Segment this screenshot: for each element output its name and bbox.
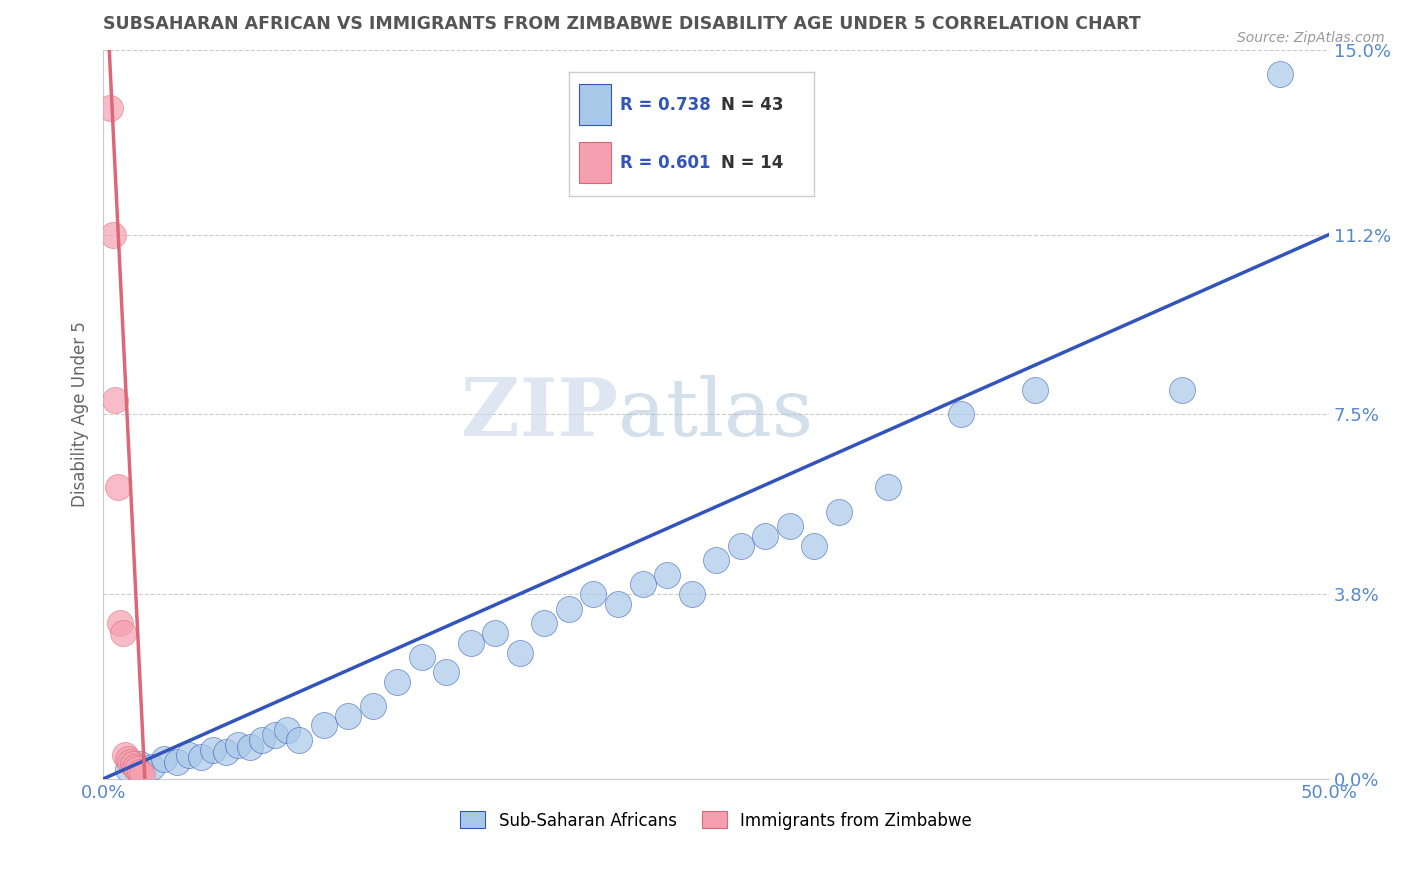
Point xyxy=(117,762,139,776)
Text: SUBSAHARAN AFRICAN VS IMMIGRANTS FROM ZIMBABWE DISABILITY AGE UNDER 5 CORRELATIO: SUBSAHARAN AFRICAN VS IMMIGRANTS FROM ZI… xyxy=(103,15,1140,33)
Point xyxy=(950,408,973,422)
Point xyxy=(803,539,825,553)
Text: atlas: atlas xyxy=(619,376,813,453)
Point xyxy=(190,750,212,764)
Point xyxy=(460,636,482,650)
Text: ZIP: ZIP xyxy=(461,376,619,453)
Point xyxy=(582,164,605,178)
Point xyxy=(1268,67,1291,81)
Point xyxy=(655,567,678,582)
Point xyxy=(411,650,433,665)
Point xyxy=(100,101,122,115)
Point xyxy=(226,738,249,752)
Point xyxy=(558,602,581,616)
Point xyxy=(827,505,849,519)
Point xyxy=(114,747,136,762)
Point xyxy=(166,755,188,769)
Legend: Sub-Saharan Africans, Immigrants from Zimbabwe: Sub-Saharan Africans, Immigrants from Zi… xyxy=(454,805,979,836)
Point xyxy=(131,767,153,781)
Text: Source: ZipAtlas.com: Source: ZipAtlas.com xyxy=(1237,31,1385,45)
Point xyxy=(288,733,311,747)
Point xyxy=(484,626,506,640)
Point xyxy=(681,587,703,601)
Point xyxy=(239,740,262,755)
Point xyxy=(127,762,149,776)
Point xyxy=(129,764,152,779)
Point xyxy=(779,519,801,533)
Point xyxy=(337,708,360,723)
Point xyxy=(124,760,146,774)
Point xyxy=(312,718,335,732)
Point xyxy=(361,698,384,713)
Point xyxy=(252,733,274,747)
Point xyxy=(387,674,409,689)
Point xyxy=(1171,383,1194,397)
Point xyxy=(117,752,139,766)
Point xyxy=(1024,383,1046,397)
Point xyxy=(276,723,298,738)
Point xyxy=(101,227,124,242)
Point xyxy=(177,747,200,762)
Point xyxy=(876,480,898,494)
Point xyxy=(202,743,225,757)
Point xyxy=(215,745,238,759)
Point xyxy=(141,760,163,774)
Point xyxy=(434,665,457,679)
Point xyxy=(754,529,776,543)
Point xyxy=(104,392,127,407)
Point xyxy=(110,616,132,631)
Point xyxy=(107,480,129,494)
Point xyxy=(129,757,152,772)
Point xyxy=(631,577,654,591)
Point xyxy=(730,539,752,553)
Point xyxy=(533,616,555,631)
Y-axis label: Disability Age Under 5: Disability Age Under 5 xyxy=(72,321,89,508)
Point xyxy=(111,626,134,640)
Point xyxy=(120,755,142,769)
Point xyxy=(153,752,176,766)
Point xyxy=(582,587,605,601)
Point xyxy=(121,757,143,772)
Point xyxy=(607,597,630,611)
Point xyxy=(263,728,285,742)
Point xyxy=(704,553,727,567)
Point xyxy=(509,646,531,660)
